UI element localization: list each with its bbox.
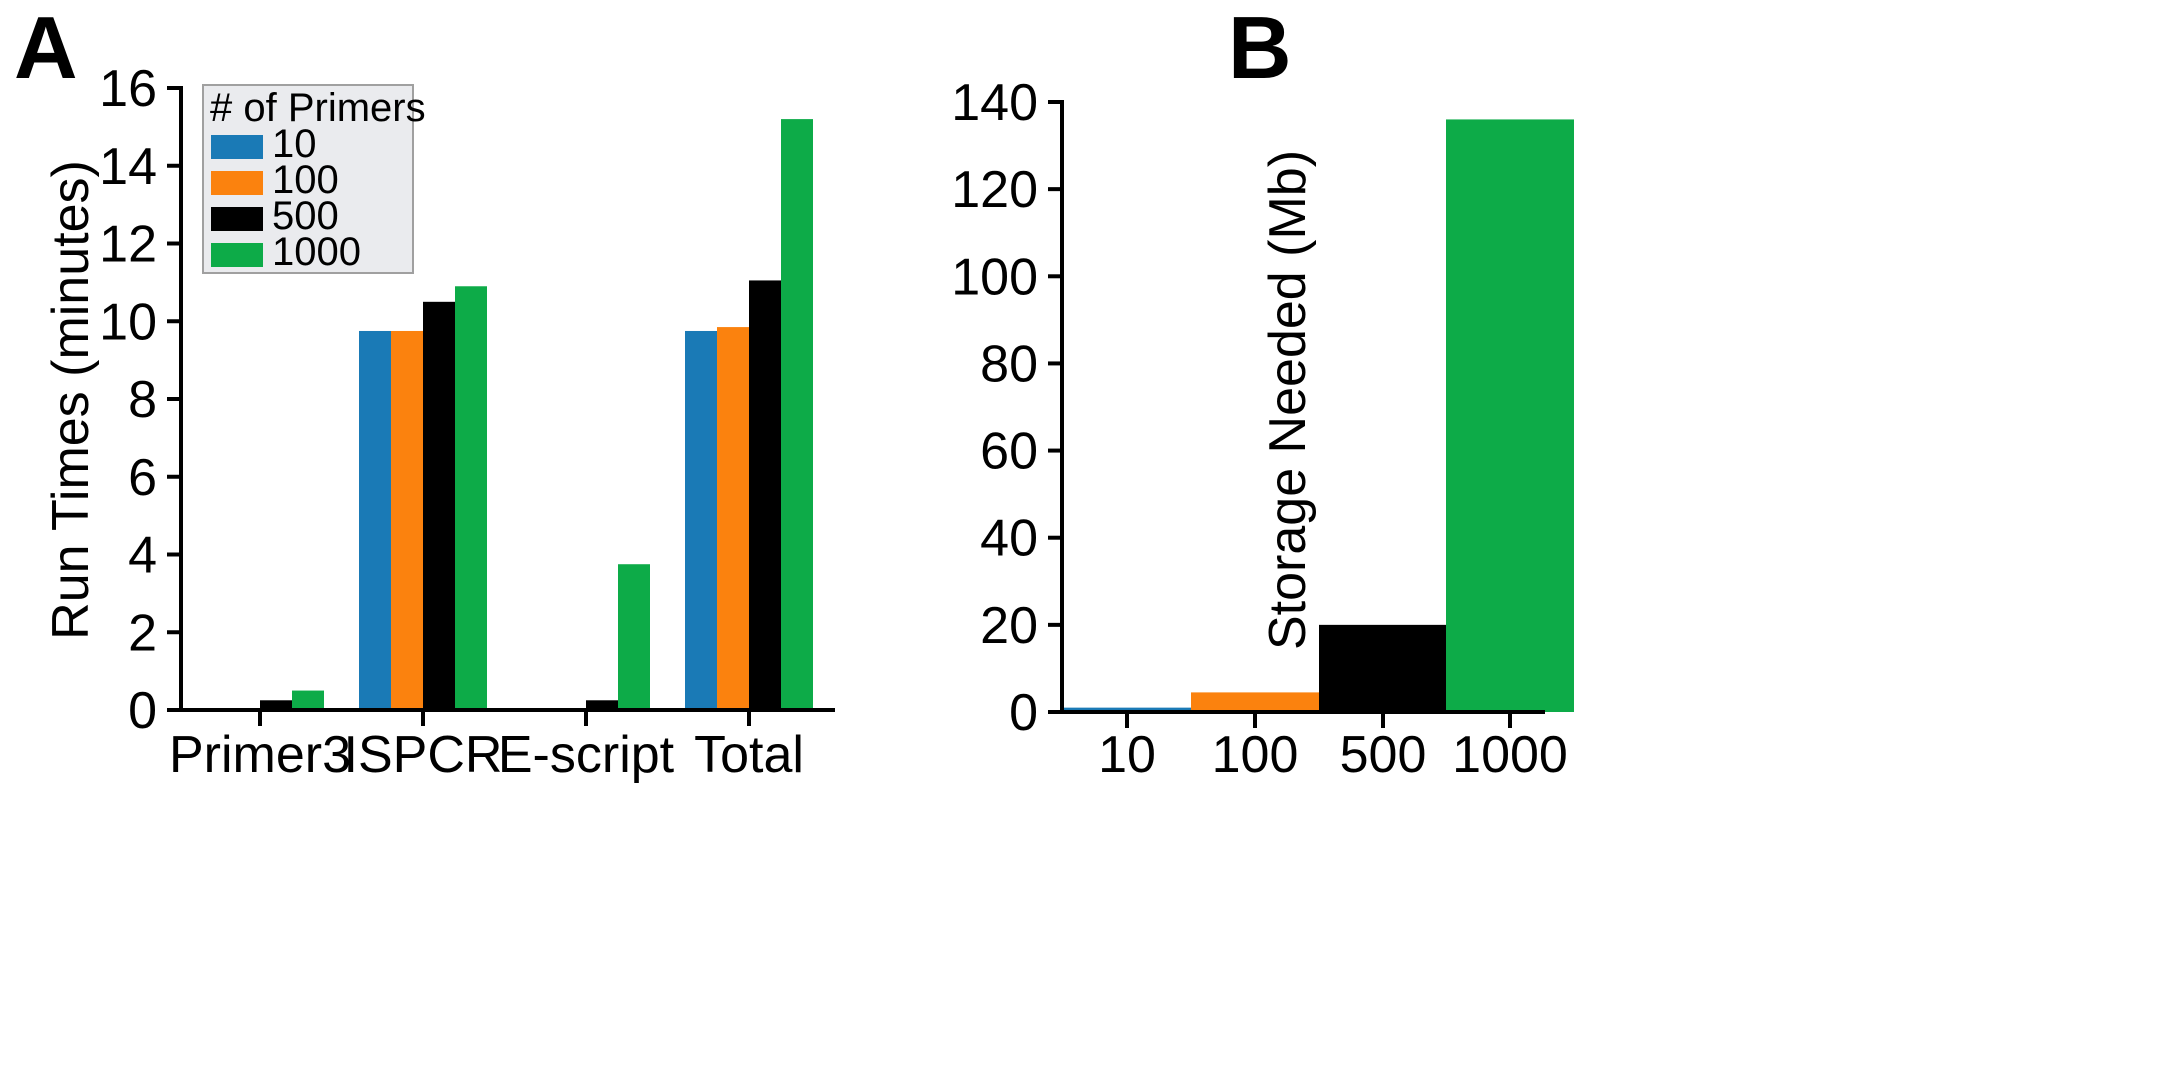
chart-a-y-tick-label: 2	[128, 604, 157, 662]
chart-a-y-tick-label: 12	[99, 216, 157, 274]
legend-swatch-1000	[211, 243, 263, 267]
bar-ispcr-100	[391, 330, 423, 710]
legend-title: # of Primers	[210, 86, 426, 130]
chart-b-x-tick-label-100: 100	[1212, 726, 1299, 784]
bar-e-script-500	[586, 700, 618, 710]
bar-total-1000	[781, 119, 813, 711]
chart-b-x-tick-label-500: 500	[1340, 726, 1427, 784]
chart-b-y-tick-label: 140	[951, 74, 1038, 132]
chart-a-x-tick-label-e-script: E-script	[498, 726, 675, 784]
bar-total-100	[717, 327, 749, 710]
chart-b-x-tick-label-10: 10	[1098, 726, 1156, 784]
chart-b-y-tick-label: 120	[951, 161, 1038, 219]
bar-total-10	[685, 330, 717, 710]
legend-swatch-500	[211, 207, 263, 231]
chart-b-y-tick-label: 0	[1009, 684, 1038, 742]
chart-b-x-tick-label-1000: 1000	[1452, 726, 1568, 784]
chart-a-y-tick-label: 10	[99, 293, 157, 351]
bar-storage-100	[1191, 692, 1319, 712]
legend-label-1000: 1000	[272, 230, 361, 274]
chart-a-y-tick-label: 6	[128, 449, 157, 507]
legend-swatch-100	[211, 171, 263, 195]
bar-total-500	[749, 280, 781, 710]
chart-a-y-tick-label: 4	[128, 527, 157, 585]
chart-a-y-tick-label: 8	[128, 371, 157, 429]
chart-b-y-tick-label: 60	[980, 423, 1038, 481]
panel-b-letter: B	[1228, 0, 1292, 97]
chart-a-y-tick-label: 0	[128, 682, 157, 740]
chart-a-x-tick-label-primer3: Primer3	[169, 726, 351, 784]
legend-label-500: 500	[272, 194, 339, 238]
chart-a-x-tick-label-total: Total	[694, 726, 804, 784]
chart-a-x-tick-label-ispcr: ISPCR	[344, 726, 503, 784]
bar-storage-1000	[1446, 119, 1574, 712]
legend-label-10: 10	[272, 122, 317, 166]
chart-b-y-tick-label: 80	[980, 335, 1038, 393]
chart-a-y-tick-label: 14	[99, 138, 157, 196]
legend-label-100: 100	[272, 158, 339, 202]
chart-b-storage: 0 20 40 60 80 100 120 140 10 100 500 1000 Storage …	[951, 74, 1574, 784]
bar-ispcr-10	[359, 330, 391, 710]
chart-b-y-axis-label: Storage Needed (Mb)	[1259, 150, 1317, 650]
chart-b-y-tick-label: 100	[951, 248, 1038, 306]
bar-storage-500	[1319, 624, 1447, 712]
bar-ispcr-500	[423, 301, 455, 710]
bar-primer3-500	[260, 700, 292, 710]
bar-storage-10	[1063, 707, 1191, 712]
bar-ispcr-1000	[455, 286, 487, 710]
chart-b-y-tick-label: 20	[980, 597, 1038, 655]
chart-a-y-axis-label: Run Times (minutes)	[42, 160, 100, 640]
panel-a-letter: A	[14, 0, 78, 97]
bar-e-script-1000	[618, 564, 650, 710]
bar-primer3-1000	[292, 690, 324, 710]
chart-a-y-tick-label: 16	[99, 60, 157, 118]
legend-swatch-10	[211, 135, 263, 159]
chart-b-y-tick-label: 40	[980, 510, 1038, 568]
